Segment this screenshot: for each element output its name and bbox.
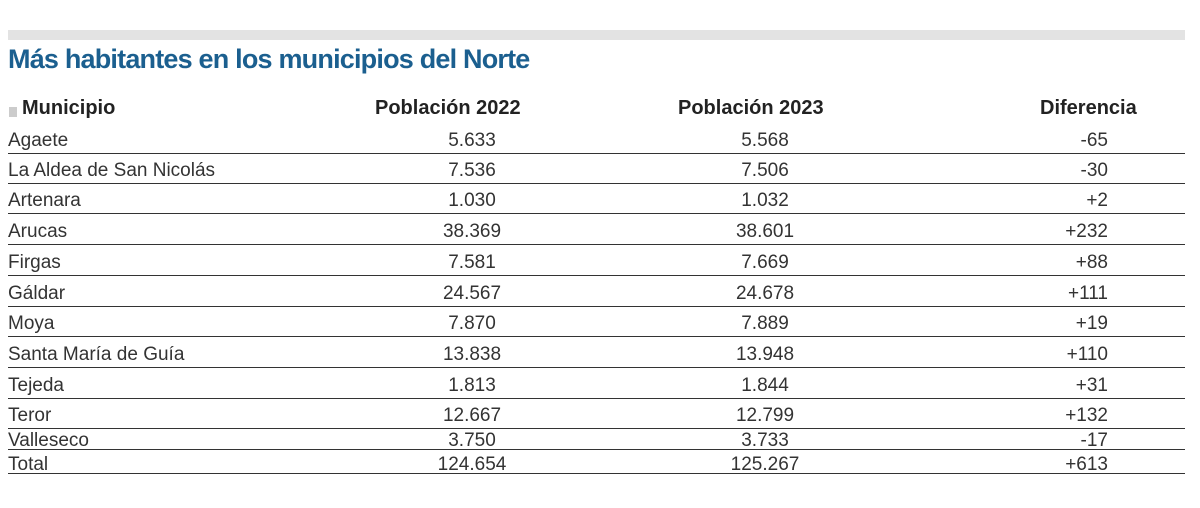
cell-poblacion-2022: 7.536 <box>448 160 496 181</box>
cell-poblacion-2023: 38.601 <box>735 221 795 242</box>
cell-poblacion-2022: 124.654 <box>437 454 507 475</box>
cell-municipio: Valleseco <box>8 430 89 451</box>
cell-municipio: Teror <box>8 405 52 426</box>
cell-poblacion-2022: 3.750 <box>448 430 496 451</box>
header-municipio: Municipio <box>22 97 116 119</box>
table-row: Teror 12.667 12.799 +132 <box>8 404 1185 429</box>
cell-municipio: Agaete <box>8 130 69 151</box>
cell-diferencia: +232 <box>1065 221 1108 242</box>
header-marker <box>9 107 17 117</box>
cell-diferencia: -30 <box>1080 160 1108 181</box>
table-row: Firgas 7.581 7.669 +88 <box>8 251 1185 276</box>
table-row: Valleseco 3.750 3.733 -17 <box>8 429 1185 451</box>
cell-poblacion-2023: 7.506 <box>741 160 789 181</box>
cell-poblacion-2022: 1.813 <box>448 375 496 396</box>
cell-poblacion-2023: 5.568 <box>741 130 789 151</box>
cell-diferencia: +613 <box>1065 454 1108 475</box>
cell-poblacion-2023: 7.669 <box>741 252 789 273</box>
cell-poblacion-2022: 5.633 <box>448 130 496 151</box>
cell-diferencia: +88 <box>1075 252 1108 273</box>
cell-poblacion-2022: 7.870 <box>448 313 496 334</box>
cell-municipio: Arucas <box>8 221 68 242</box>
cell-poblacion-2022: 7.581 <box>448 252 496 273</box>
cell-diferencia: +19 <box>1075 313 1108 334</box>
cell-municipio: Tejeda <box>8 375 64 396</box>
table-row: Santa María de Guía 13.838 13.948 +110 <box>8 343 1185 368</box>
table-row: La Aldea de San Nicolás 7.536 7.506 -30 <box>8 159 1185 184</box>
cell-diferencia: -17 <box>1080 430 1108 451</box>
cell-poblacion-2023: 12.799 <box>735 405 795 426</box>
cell-poblacion-2023: 24.678 <box>735 283 795 304</box>
table-row: Artenara 1.030 1.032 +2 <box>8 189 1185 214</box>
cell-municipio: Moya <box>8 313 55 334</box>
cell-municipio: Firgas <box>8 252 61 273</box>
cell-poblacion-2023: 13.948 <box>735 344 795 365</box>
table-title: Más habitantes en los municipios del Nor… <box>8 44 530 74</box>
cell-diferencia: +111 <box>1068 283 1108 304</box>
table-row: Tejeda 1.813 1.844 +31 <box>8 374 1185 399</box>
cell-municipio: Total <box>8 454 49 475</box>
table-row: Gáldar 24.567 24.678 +111 <box>8 282 1185 307</box>
cell-poblacion-2022: 38.369 <box>442 221 502 242</box>
cell-poblacion-2023: 7.889 <box>741 313 789 334</box>
table-row: Arucas 38.369 38.601 +232 <box>8 220 1185 245</box>
cell-poblacion-2023: 1.844 <box>741 375 789 396</box>
cell-poblacion-2023: 1.032 <box>741 190 789 211</box>
header-diferencia: Diferencia <box>1040 97 1137 119</box>
table-row: Moya 7.870 7.889 +19 <box>8 312 1185 337</box>
cell-poblacion-2022: 13.838 <box>442 344 502 365</box>
header-poblacion-2023: Población 2023 <box>678 97 824 119</box>
cell-poblacion-2023: 3.733 <box>741 430 789 451</box>
cell-municipio: Artenara <box>8 190 81 211</box>
header-poblacion-2022: Población 2022 <box>375 97 521 119</box>
cell-diferencia: +31 <box>1075 375 1108 396</box>
cell-diferencia: +132 <box>1065 405 1108 426</box>
cell-poblacion-2022: 12.667 <box>442 405 502 426</box>
cell-poblacion-2022: 1.030 <box>448 190 496 211</box>
table-row: Agaete 5.633 5.568 -65 <box>8 129 1185 154</box>
cell-municipio: Gáldar <box>8 283 66 304</box>
cell-municipio: La Aldea de San Nicolás <box>8 160 216 181</box>
cell-diferencia: +2 <box>1086 190 1108 211</box>
cell-poblacion-2022: 24.567 <box>442 283 502 304</box>
cell-diferencia: -65 <box>1080 130 1108 151</box>
total-row: Total 124.654 125.267 +613 <box>8 453 1185 475</box>
top-rule <box>8 30 1185 40</box>
cell-poblacion-2023: 125.267 <box>730 454 800 475</box>
cell-municipio: Santa María de Guía <box>8 344 185 365</box>
cell-diferencia: +110 <box>1066 344 1108 365</box>
